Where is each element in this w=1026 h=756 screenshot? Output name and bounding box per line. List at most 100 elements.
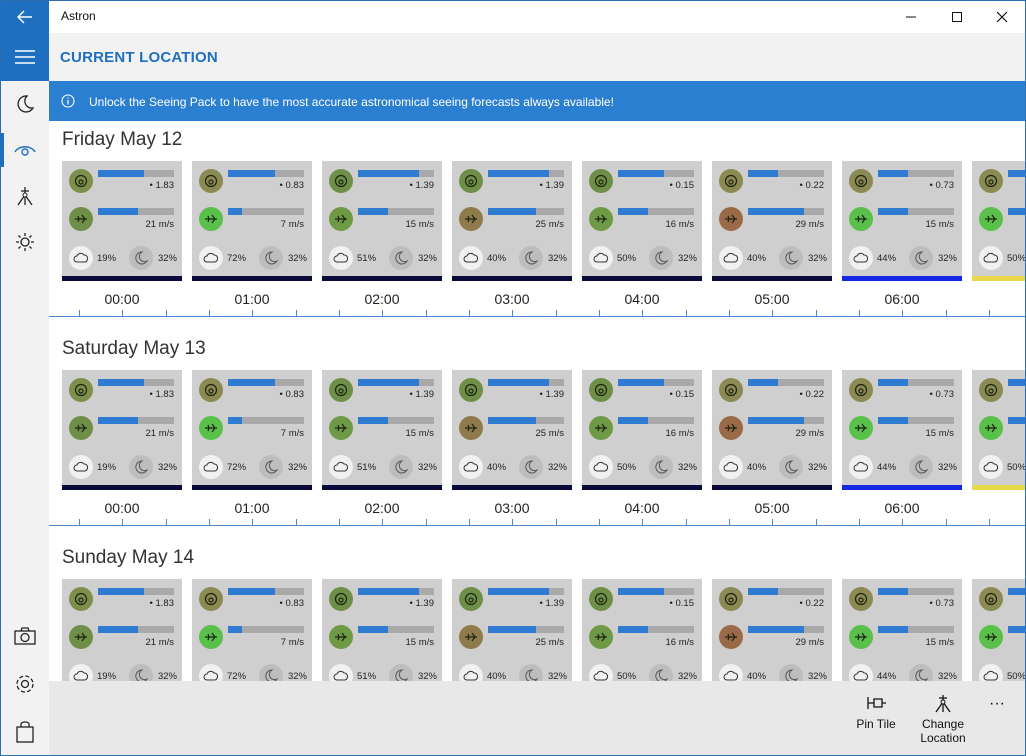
hour-forecast-tile[interactable]: • 0.73 15 m/s 44% 32% <box>842 579 962 681</box>
hamburger-menu-button[interactable] <box>1 33 49 81</box>
hour-forecast-tile[interactable]: • 0.7010 m/s50%32% <box>972 161 1025 281</box>
time-label: 01:00 <box>234 291 270 307</box>
moon-icon <box>265 251 278 265</box>
hour-forecast-tile[interactable]: • 0.7010 m/s50%32% <box>972 370 1025 490</box>
rail-item-store[interactable] <box>1 709 49 755</box>
wind-bar <box>878 417 954 424</box>
hour-forecast-tile[interactable]: • 0.22 29 m/s 40% 32% <box>712 579 832 681</box>
more-options-button[interactable]: ··· <box>989 695 1005 712</box>
darkness-bar <box>972 276 1025 281</box>
wind-value: 25 m/s <box>535 219 564 230</box>
rail-item-settings[interactable] <box>1 661 49 707</box>
rail-item-seeing[interactable] <box>1 127 49 173</box>
close-button[interactable] <box>979 1 1025 33</box>
cloud-icon <box>463 461 478 472</box>
hour-forecast-tile[interactable]: • 0.22 29 m/s 40% 32% <box>712 161 832 281</box>
hour-forecast-tile[interactable]: • 1.83 21 m/s 19% 32% <box>62 579 182 681</box>
wind-indicator <box>329 625 353 649</box>
cloud-icon <box>853 252 868 263</box>
darkness-bar <box>192 276 312 281</box>
axis-tick <box>296 310 297 316</box>
hour-forecast-tile[interactable]: • 1.39 25 m/s 40% 32% <box>452 370 572 490</box>
hour-forecast-tile[interactable]: • 1.39 25 m/s 40% 32% <box>452 579 572 681</box>
cloud-indicator <box>459 664 483 681</box>
wind-bar <box>878 626 954 633</box>
rail-item-camera[interactable] <box>1 613 49 659</box>
cloud-cover-value: 44% <box>877 253 897 264</box>
wind-value: 15 m/s <box>405 637 434 648</box>
upgrade-banner[interactable]: Unlock the Seeing Pack to have the most … <box>49 81 1025 121</box>
seeing-indicator <box>979 378 1003 402</box>
hour-forecast-tile[interactable]: • 1.83 21 m/s 19% 32% <box>62 370 182 490</box>
cloud-indicator <box>329 664 353 681</box>
moon-indicator <box>909 455 933 479</box>
time-label: 05:00 <box>754 291 790 307</box>
axis-tick <box>816 519 817 525</box>
cloud-icon <box>723 461 738 472</box>
minimize-icon <box>906 16 916 18</box>
cloud-icon <box>723 670 738 681</box>
wind-bar <box>618 417 694 424</box>
seeing-bar <box>228 588 304 595</box>
axis-tick <box>772 519 773 525</box>
rail-item-moon[interactable] <box>1 81 49 127</box>
moon-indicator <box>649 246 673 270</box>
hour-forecast-tile[interactable]: • 0.83 7 m/s 72% 32% <box>192 579 312 681</box>
eye-icon <box>334 592 348 606</box>
hour-forecast-tile[interactable]: • 1.39 15 m/s 51% 32% <box>322 161 442 281</box>
hour-forecast-tile[interactable]: • 1.39 15 m/s 51% 32% <box>322 370 442 490</box>
seeing-indicator <box>979 587 1003 611</box>
cloud-icon <box>203 461 218 472</box>
axis-tick <box>816 310 817 316</box>
cloud-icon <box>983 252 998 263</box>
hour-forecast-tile[interactable]: • 0.83 7 m/s 72% 32% <box>192 161 312 281</box>
rail-item-sun[interactable] <box>1 219 49 265</box>
hour-forecast-tile[interactable]: • 0.73 15 m/s 44% 32% <box>842 370 962 490</box>
moon-icon <box>785 669 798 681</box>
wind-indicator <box>589 207 613 231</box>
wind-bar <box>1008 208 1025 215</box>
cloud-cover-value: 50% <box>1007 671 1025 681</box>
hour-forecast-tile[interactable]: • 1.39 15 m/s 51% 32% <box>322 579 442 681</box>
hour-forecast-tile[interactable]: • 1.39 25 m/s 40% 32% <box>452 161 572 281</box>
axis-tick <box>642 310 643 316</box>
cloud-cover-value: 40% <box>747 671 767 681</box>
seeing-bar <box>358 588 434 595</box>
moon-icon <box>395 251 408 265</box>
seeing-indicator <box>589 587 613 611</box>
seeing-bar <box>618 170 694 177</box>
eye-icon <box>594 383 608 397</box>
hour-forecast-tile[interactable]: • 0.15 16 m/s 50% 32% <box>582 370 702 490</box>
axis-tick <box>859 310 860 316</box>
moon-illumination-value: 32% <box>677 462 697 473</box>
pin-tile-button[interactable]: Pin Tile <box>844 693 908 731</box>
hour-forecast-tile[interactable]: • 0.7010 m/s50%32% <box>972 579 1025 681</box>
seeing-value: • 0.83 <box>279 598 304 609</box>
moon-icon <box>915 669 928 681</box>
hour-forecast-tile[interactable]: • 0.73 15 m/s 44% 32% <box>842 161 962 281</box>
moon-icon <box>135 669 148 681</box>
wind-indicator <box>719 416 743 440</box>
day-divider <box>49 525 1025 526</box>
airplane-icon <box>465 632 477 642</box>
hour-forecast-tile[interactable]: • 0.83 7 m/s 72% 32% <box>192 370 312 490</box>
wind-bar <box>748 626 824 633</box>
back-button[interactable] <box>1 1 49 33</box>
rail-item-telescope[interactable] <box>1 173 49 219</box>
hour-forecast-tile[interactable]: • 1.83 21 m/s 19% 32% <box>62 161 182 281</box>
day-section: Sunday May 14 • 1.83 21 m/s 19% 32% • 0.83 7 m… <box>49 539 1025 681</box>
hour-forecast-tile[interactable]: • 0.22 29 m/s 40% 32% <box>712 370 832 490</box>
cloud-icon <box>593 252 608 263</box>
moon-illumination-value: 32% <box>547 253 567 264</box>
seeing-value: • 1.83 <box>149 389 174 400</box>
hour-forecast-tile[interactable]: • 0.15 16 m/s 50% 32% <box>582 579 702 681</box>
change-location-button[interactable]: Change Location <box>911 693 975 745</box>
maximize-button[interactable] <box>934 1 980 33</box>
eye-icon <box>464 174 478 188</box>
hour-forecast-tile[interactable]: • 0.15 16 m/s 50% 32% <box>582 161 702 281</box>
wind-value: 21 m/s <box>145 428 174 439</box>
minimize-button[interactable] <box>888 1 934 33</box>
cloud-cover-value: 44% <box>877 462 897 473</box>
axis-tick <box>599 310 600 316</box>
eye-icon <box>984 592 998 606</box>
